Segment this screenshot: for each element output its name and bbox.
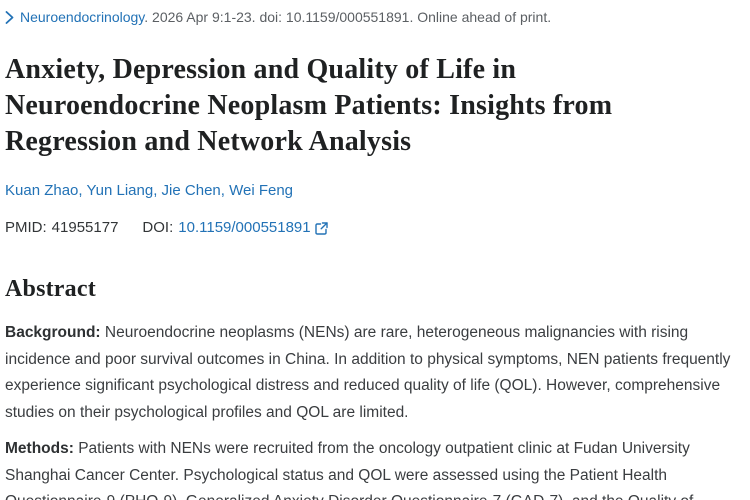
identifiers-row: PMID: 41955177 DOI: 10.1159/000551891 bbox=[5, 218, 742, 238]
author-separator: , bbox=[153, 182, 162, 199]
abstract-background-paragraph: Background: Neuroendocrine neoplasms (NE… bbox=[5, 320, 742, 426]
chevron-right-icon bbox=[5, 10, 14, 24]
journal-link[interactable]: Neuroendocrinology bbox=[20, 9, 145, 25]
abstract-methods-paragraph: Methods: Patients with NENs were recruit… bbox=[5, 436, 742, 500]
doi-value: 10.1159/000551891 bbox=[178, 219, 311, 236]
author-link[interactable]: Wei Feng bbox=[229, 182, 294, 199]
background-text: Neuroendocrine neoplasms (NENs) are rare… bbox=[5, 324, 731, 421]
article-title: Anxiety, Depression and Quality of Life … bbox=[5, 54, 613, 157]
pmid-value: 41955177 bbox=[51, 219, 119, 236]
background-label: Background: bbox=[5, 324, 101, 341]
author-separator: , bbox=[78, 182, 87, 199]
methods-label: Methods: bbox=[5, 440, 74, 457]
author-link[interactable]: Kuan Zhao bbox=[5, 182, 79, 199]
pmid-label: PMID: bbox=[5, 219, 47, 236]
doi-label: DOI: bbox=[142, 219, 174, 236]
author-separator: , bbox=[220, 182, 230, 199]
citation-line: Neuroendocrinology. 2026 Apr 9:1-23. doi… bbox=[5, 7, 742, 27]
author-link[interactable]: Yun Liang bbox=[86, 182, 154, 199]
doi-link[interactable]: 10.1159/000551891 bbox=[178, 218, 328, 238]
author-link[interactable]: Jie Chen bbox=[161, 182, 221, 199]
external-link-icon bbox=[314, 221, 328, 235]
methods-text: Patients with NENs were recruited from t… bbox=[5, 440, 693, 500]
authors-list: Kuan Zhao, Yun Liang, Jie Chen, Wei Feng bbox=[5, 181, 742, 201]
citation-text: . 2026 Apr 9:1-23. doi: 10.1159/00055189… bbox=[144, 9, 552, 25]
abstract-heading: Abstract bbox=[5, 276, 96, 302]
